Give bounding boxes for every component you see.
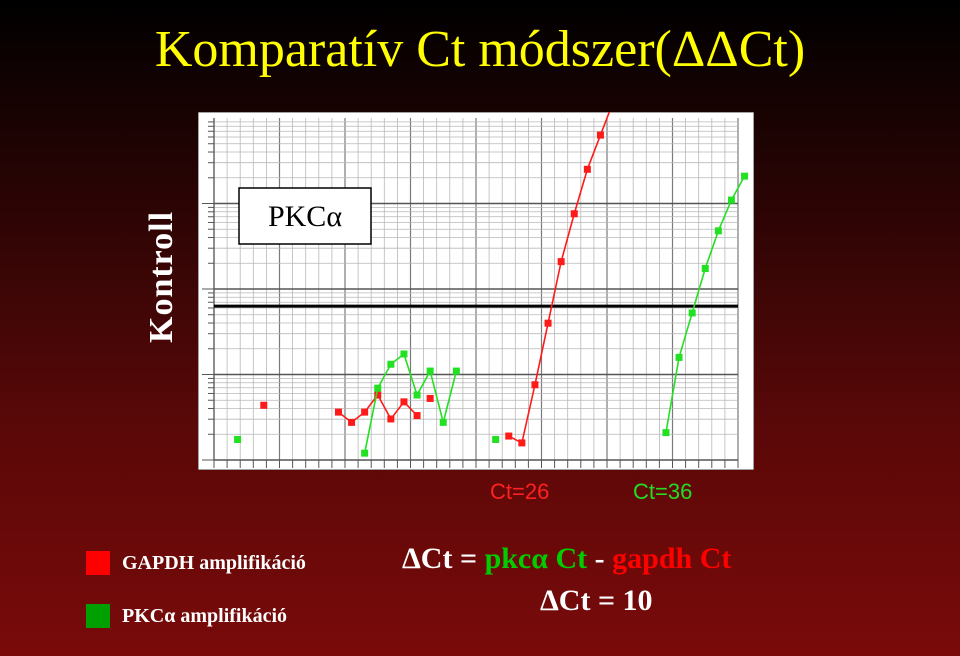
data-point-pkc — [492, 435, 500, 443]
data-point-pkc — [361, 449, 369, 457]
delta-ct-result: ΔCt = 10 — [540, 584, 653, 617]
formula-pkc: pkcα Ct — [484, 542, 588, 575]
data-point-gapdh — [518, 439, 526, 447]
data-point-pkc — [714, 227, 722, 235]
plot-label: PKCα — [268, 200, 342, 233]
data-point-gapdh — [570, 210, 578, 218]
plot-label-box — [238, 187, 372, 245]
legend-item-pkc: PKCα amplifikáció — [86, 604, 287, 628]
side-label-container: Kontroll — [112, 210, 212, 368]
data-point-pkc — [701, 264, 709, 272]
legend-label-pkc: PKCα amplifikáció — [122, 605, 288, 627]
data-point-pkc — [387, 360, 395, 368]
side-label: Kontroll — [143, 210, 180, 343]
data-point-gapdh — [596, 131, 604, 139]
formula-prefix: ΔCt = — [402, 542, 485, 575]
data-point-gapdh — [361, 408, 369, 416]
data-point-pkc — [234, 435, 242, 443]
data-point-pkc — [452, 367, 460, 375]
data-point-gapdh — [387, 415, 395, 423]
formula-gapdh: gapdh Ct — [612, 542, 732, 575]
data-point-gapdh — [348, 418, 356, 426]
data-point-pkc — [413, 391, 421, 399]
legend-swatch-pkc — [86, 604, 110, 628]
data-point-gapdh — [334, 408, 342, 416]
legend-swatch-gapdh — [86, 551, 110, 575]
delta-ct-formula: ΔCt = pkcα Ct - gapdh Ct — [402, 540, 731, 578]
data-point-pkc — [400, 350, 408, 358]
data-point-pkc — [662, 429, 670, 437]
data-point-pkc — [426, 367, 434, 375]
series-line-pkc — [363, 352, 458, 454]
data-point-pkc — [374, 384, 382, 392]
chart-grid — [202, 118, 739, 468]
legend-item-gapdh: GAPDH amplifikáció — [86, 551, 306, 575]
ct-pkc-label: Ct=36 — [633, 479, 693, 504]
data-point-gapdh — [426, 394, 434, 402]
series-layer — [234, 112, 749, 457]
data-point-gapdh — [505, 432, 513, 440]
data-point-pkc — [675, 353, 683, 361]
data-point-gapdh — [374, 391, 382, 399]
amplification-chart: PKCα — [198, 112, 754, 470]
ct-gapdh-label: Ct=26 — [490, 479, 550, 504]
data-point-gapdh — [413, 412, 421, 420]
data-point-pkc — [688, 309, 696, 317]
data-point-gapdh — [260, 401, 268, 409]
data-point-gapdh — [544, 319, 552, 327]
data-point-pkc — [727, 196, 735, 204]
data-point-gapdh — [557, 258, 565, 266]
slide-title: Komparatív Ct módszer(ΔΔCt) — [154, 21, 806, 78]
data-point-pkc — [741, 172, 749, 180]
data-point-gapdh — [531, 381, 539, 389]
data-point-pkc — [439, 418, 447, 426]
data-point-gapdh — [583, 165, 591, 173]
formula-minus: - — [587, 542, 613, 575]
legend-label-gapdh: GAPDH amplifikáció — [122, 552, 306, 574]
data-point-gapdh — [400, 398, 408, 406]
